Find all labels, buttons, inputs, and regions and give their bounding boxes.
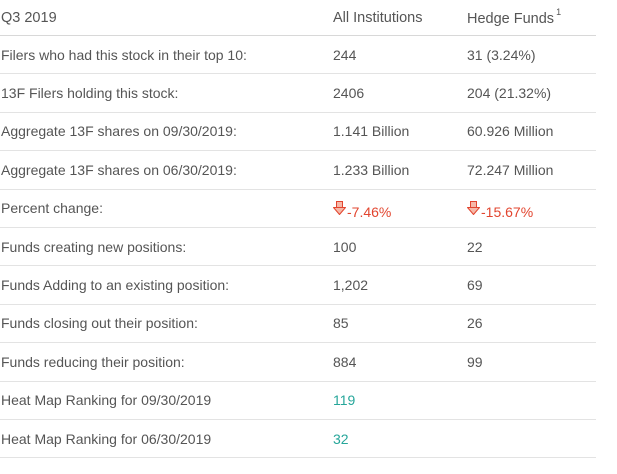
- heatmap-ranking-cell: 119: [333, 392, 467, 408]
- row-label: Funds closing out their position:: [1, 315, 198, 332]
- hedge-funds-footnote[interactable]: 1: [556, 6, 562, 17]
- all-institutions-heading: All Institutions: [333, 9, 423, 26]
- row-label: Filers who had this stock in their top 1…: [1, 46, 247, 63]
- row-label: Percent change:: [1, 200, 103, 217]
- all-institutions-value: 85: [333, 315, 349, 332]
- row-label: Heat Map Ranking for 06/30/2019: [1, 430, 212, 447]
- heatmap-ranking-link[interactable]: 32: [333, 430, 349, 447]
- period-heading: Q3 2019: [1, 9, 57, 26]
- heatmap-ranking-cell: 32: [333, 431, 467, 447]
- table-row: Funds Adding to an existing position: 1,…: [0, 266, 596, 305]
- table-row: Funds creating new positions: 100 22: [0, 228, 596, 267]
- table-row-percent-change: Percent change: -7.46% -15.67%: [0, 190, 596, 228]
- change-value: -7.46%: [347, 203, 392, 220]
- row-label: Aggregate 13F shares on 06/30/2019:: [1, 161, 237, 178]
- row-label: Funds creating new positions:: [1, 238, 187, 255]
- row-label: Funds Adding to an existing position:: [1, 277, 230, 294]
- table-row: 13F Filers holding this stock: 2406 204 …: [0, 74, 596, 113]
- hedge-funds-value: 99: [467, 353, 483, 370]
- table-row: Aggregate 13F shares on 06/30/2019: 1.23…: [0, 151, 596, 190]
- all-institutions-value: 100: [333, 238, 357, 255]
- institutional-holdings-table: Q3 2019 All Institutions Hedge Funds 1 Fi…: [0, 0, 596, 459]
- table-row: Filers who had this stock in their top 1…: [0, 36, 596, 75]
- heatmap-ranking-link[interactable]: 119: [333, 392, 356, 409]
- row-label: Funds reducing their position:: [1, 353, 185, 370]
- hedge-funds-value: 31 (3.24%): [467, 46, 536, 63]
- row-label: Heat Map Ranking for 09/30/2019: [1, 392, 212, 409]
- all-institutions-value: 884: [333, 353, 357, 370]
- table-row-heatmap-ranking: Heat Map Ranking for 06/30/2019 32: [0, 420, 596, 459]
- all-institutions-change: -7.46%: [333, 199, 467, 220]
- row-label: 13F Filers holding this stock:: [1, 85, 179, 102]
- table-row: Funds closing out their position: 85 26: [0, 305, 596, 344]
- hedge-funds-value: 22: [467, 238, 483, 255]
- hedge-funds-value: 60.926 Million: [467, 123, 554, 140]
- negative-change: -7.46%: [333, 199, 391, 220]
- row-label: Aggregate 13F shares on 09/30/2019:: [1, 123, 237, 140]
- change-value: -15.67%: [481, 203, 534, 220]
- hedge-funds-value: 72.247 Million: [467, 161, 554, 178]
- hedge-funds-heading: Hedge Funds 1: [467, 6, 596, 27]
- table-header: Q3 2019 All Institutions Hedge Funds 1: [0, 0, 596, 36]
- hedge-funds-value: 26: [467, 315, 483, 332]
- hedge-funds-change: -15.67%: [467, 199, 596, 220]
- all-institutions-value: 1,202: [333, 277, 369, 294]
- negative-change: -15.67%: [467, 199, 533, 220]
- hedge-funds-heading-label: Hedge Funds: [467, 10, 555, 27]
- all-institutions-value: 2406: [333, 85, 365, 102]
- hedge-funds-value: 204 (21.32%): [467, 85, 552, 102]
- table-row: Funds reducing their position: 884 99: [0, 343, 596, 382]
- all-institutions-value: 1.141 Billion: [333, 123, 410, 140]
- all-institutions-value: 1.233 Billion: [333, 161, 410, 178]
- table-row: Aggregate 13F shares on 09/30/2019: 1.14…: [0, 113, 596, 152]
- hedge-funds-value: 69: [467, 277, 483, 294]
- down-arrow-icon: [333, 200, 346, 215]
- down-arrow-icon: [467, 200, 480, 215]
- all-institutions-value: 244: [333, 46, 357, 63]
- table-row-heatmap-ranking: Heat Map Ranking for 09/30/2019 119: [0, 382, 596, 420]
